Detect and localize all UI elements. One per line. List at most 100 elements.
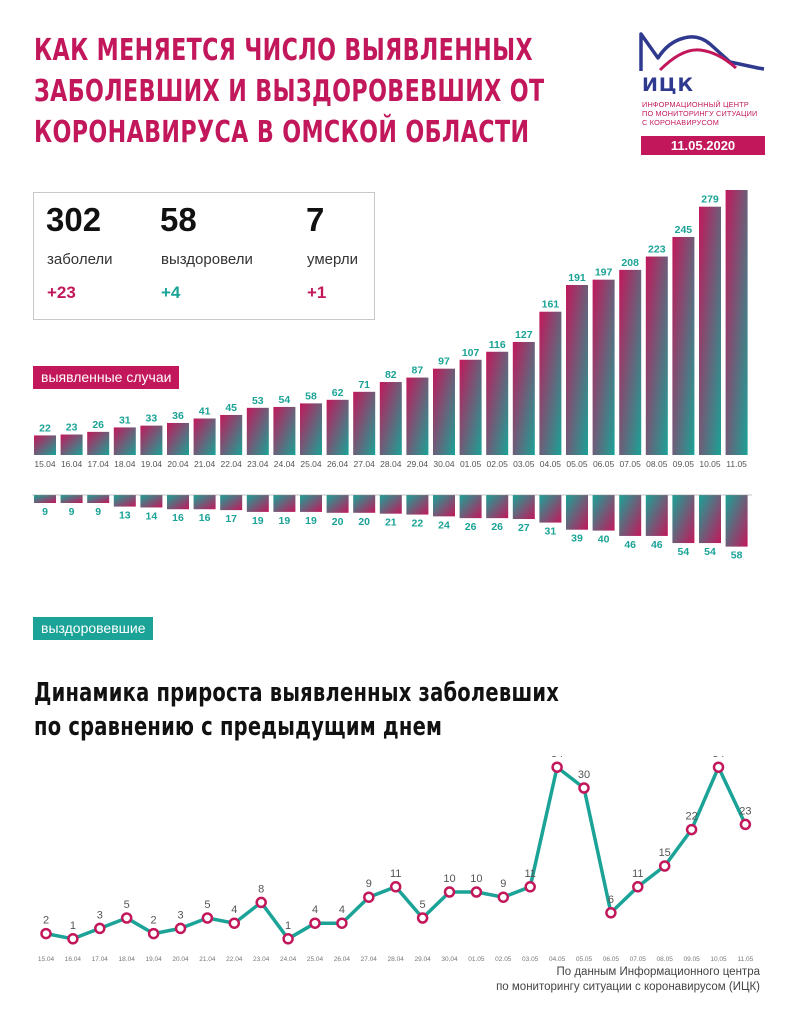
recovered-value-label: 46 [624,539,636,551]
date-tick-label: 25.04 [300,459,322,469]
increase-value-label: 4 [339,904,345,916]
increase-point [120,912,133,924]
recovered-bar [193,495,216,510]
recovered-bar [300,495,322,512]
cases-value-label: 82 [385,369,397,381]
date-tick-label: 26.04 [334,956,351,963]
date-tick-label: 25.04 [307,956,324,963]
cases-bar [379,382,402,455]
cases-value-label: 161 [542,299,560,311]
cases-value-label: 26 [92,419,104,431]
cases-bar [645,256,668,455]
increase-point [94,922,106,935]
date-tick-label: 04.05 [549,956,566,963]
recovered-value-label: 26 [491,521,503,533]
cases-value-label: 41 [199,406,211,418]
date-tick-label: 03.05 [513,459,535,469]
date-tick-label: 30.04 [433,459,455,469]
cases-value-label: 97 [438,356,450,368]
recovered-bar [167,495,189,510]
stat-delta: +23 [47,283,76,302]
line-chart-title: Динамика прироста выявленных заболевших … [34,676,559,744]
date-tick-label: 23.04 [247,459,269,469]
date-tick-label: 22.04 [221,459,243,469]
increase-point [605,907,617,919]
stat-label: выздоровели [161,251,253,268]
increase-value-label: 3 [177,909,183,921]
page-title: Как меняется число выявленных заболевших… [34,30,544,153]
date-tick-label: 07.05 [620,459,642,469]
cases-bar [273,406,296,455]
cases-bar [486,351,509,455]
increase-point [389,881,402,893]
date-tick-label: 04.05 [540,459,562,469]
cases-value-label: 191 [568,272,586,284]
increase-point [658,860,671,872]
date-tick-label: 16.04 [61,459,83,469]
increase-value-label: 9 [500,878,506,890]
recovered-value-label: 9 [69,506,75,518]
stat-label: умерли [307,251,358,268]
cases-value-label: 87 [412,365,424,377]
date-tick-label: 29.04 [407,459,429,469]
stat-value: 7 [306,201,325,238]
date-tick-label: 15.04 [34,459,56,469]
date-tick-label: 10.05 [699,459,721,469]
recovered-bar [459,495,482,519]
date-tick-label: 30.04 [441,956,458,963]
date-tick-label: 11.05 [726,459,747,469]
recovered-value-label: 19 [252,515,264,527]
recovered-bar [645,495,668,536]
date-tick-label: 24.04 [274,459,296,469]
line-chart-title-line: Динамика прироста выявленных заболевших [34,678,560,708]
recovered-bar [60,495,83,504]
increase-point [416,912,429,924]
increase-value-label: 4 [312,904,318,916]
recovered-value-label: 24 [438,519,450,531]
cases-value-label: 107 [462,347,480,359]
increase-value-label: 2 [43,915,49,927]
cases-bar [406,377,429,455]
recovered-value-label: 20 [332,516,344,528]
recovered-value-label: 22 [412,518,424,530]
cases-bar [459,359,482,455]
date-tick-label: 21.04 [199,956,216,963]
recovered-value-label: 9 [42,506,48,518]
date-tick-label: 20.04 [167,459,189,469]
cases-bar [353,391,376,455]
cases-value-label: 71 [358,379,370,391]
recovered-bar [246,495,269,512]
logo-subtitle-line: Информационный центр [642,100,749,109]
date-tick-label: 18.04 [119,956,136,963]
cases-bar [539,311,562,455]
cases-value-label: 127 [515,329,533,341]
cases-value-label: 197 [595,267,613,279]
page-title-line: коронавируса в Омской области [34,115,530,150]
logo-subtitle-line: с коронавирусом [642,118,719,127]
recovered-value-label: 20 [358,516,370,528]
increase-point [228,917,241,929]
recovered-value-label: 54 [678,546,690,558]
increase-value-label: 3 [97,909,103,921]
increase-value-label: 22 [685,811,697,823]
increase-point [67,933,79,945]
recovered-value-label: 9 [95,506,101,518]
date-tick-label: 09.05 [673,459,695,469]
cases-bar [140,425,163,455]
recovered-bar [140,495,163,508]
date-tick-label: 19.04 [145,956,162,963]
increase-value-label: 11 [390,868,401,880]
recovered-value-label: 14 [146,510,158,522]
page-title-line: Как меняется число выявленных [34,33,533,68]
recovered-bar [672,495,695,544]
recovered-bar [433,495,455,517]
cases-value-label: 116 [489,339,506,351]
recovered-value-label: 16 [172,512,184,524]
date-tick-label: 06.05 [603,956,620,963]
cases-bar [619,269,642,455]
recovered-value-label: 58 [731,550,743,562]
increase-value-label: 23 [739,805,751,817]
logo-subtitle: Информационный центр по мониторингу ситу… [642,100,772,127]
logo-subtitle-line: по мониторингу ситуации [642,109,758,118]
date-tick-label: 07.05 [630,956,647,963]
